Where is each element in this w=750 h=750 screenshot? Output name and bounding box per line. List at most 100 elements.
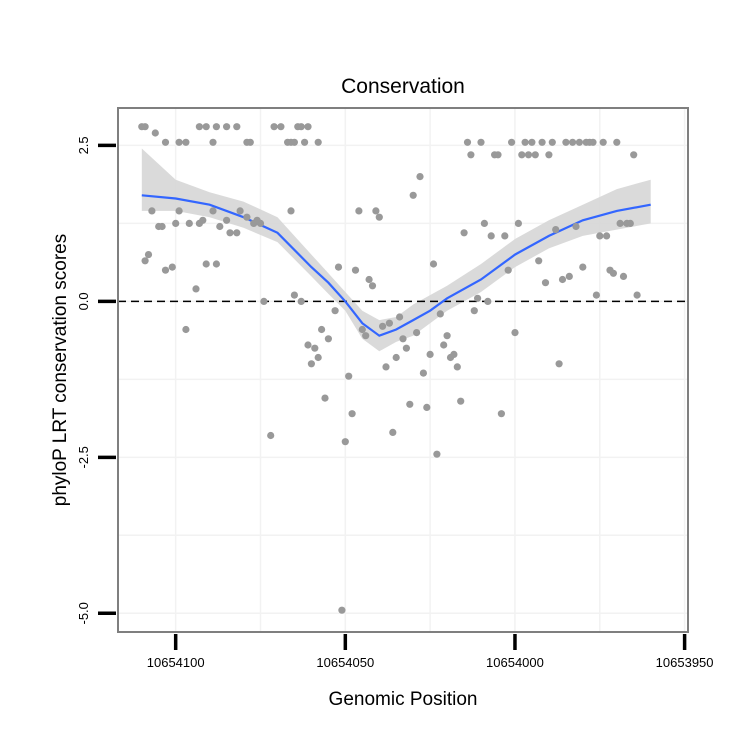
data-point bbox=[256, 219, 265, 227]
data-point bbox=[440, 341, 448, 349]
data-point bbox=[226, 229, 234, 237]
data-point bbox=[301, 138, 309, 146]
data-point bbox=[596, 232, 604, 240]
data-point bbox=[202, 260, 210, 268]
data-point bbox=[409, 191, 417, 199]
data-point bbox=[311, 344, 319, 352]
data-point bbox=[365, 275, 373, 284]
data-point bbox=[290, 291, 298, 299]
y-tick-label: 0.0 bbox=[76, 292, 91, 310]
data-point bbox=[192, 285, 200, 293]
data-point bbox=[521, 138, 529, 146]
data-point bbox=[382, 363, 390, 371]
data-point bbox=[341, 438, 349, 446]
y-tick-label: 2.5 bbox=[76, 136, 91, 154]
data-point bbox=[579, 263, 587, 271]
data-point bbox=[260, 297, 268, 305]
data-point bbox=[453, 363, 461, 371]
data-point bbox=[314, 353, 322, 362]
data-point bbox=[572, 222, 580, 231]
data-point bbox=[399, 335, 407, 343]
data-point bbox=[355, 207, 363, 215]
data-point bbox=[233, 229, 241, 237]
data-point bbox=[362, 332, 370, 340]
plot-panel bbox=[118, 108, 688, 632]
data-point bbox=[290, 138, 298, 146]
x-tick-label: 10654000 bbox=[486, 655, 544, 670]
data-point bbox=[470, 307, 478, 315]
data-point bbox=[457, 397, 465, 405]
data-point bbox=[148, 207, 156, 215]
data-point bbox=[633, 291, 641, 299]
data-point bbox=[348, 410, 356, 418]
data-point bbox=[314, 138, 322, 146]
data-point bbox=[216, 222, 224, 231]
data-point bbox=[504, 266, 512, 274]
data-point bbox=[172, 219, 180, 227]
x-tick-label: 10653950 bbox=[656, 655, 714, 670]
data-point bbox=[236, 207, 244, 215]
data-point bbox=[223, 216, 231, 224]
data-point bbox=[508, 138, 516, 146]
chart-title: Conservation bbox=[341, 75, 465, 98]
data-point bbox=[575, 138, 584, 146]
data-point bbox=[246, 138, 254, 146]
data-point bbox=[494, 151, 502, 159]
data-point bbox=[168, 263, 176, 271]
data-point bbox=[535, 257, 543, 265]
data-point bbox=[144, 251, 153, 259]
data-point bbox=[351, 266, 360, 274]
data-point bbox=[141, 123, 149, 131]
data-point bbox=[345, 372, 353, 380]
data-point bbox=[474, 294, 482, 302]
data-point bbox=[609, 269, 618, 277]
data-point bbox=[368, 282, 377, 290]
data-point bbox=[599, 138, 607, 146]
data-point bbox=[307, 360, 315, 368]
data-point bbox=[243, 213, 251, 221]
data-point bbox=[616, 219, 624, 227]
panel-border bbox=[117, 107, 689, 633]
data-point bbox=[541, 279, 550, 287]
data-point bbox=[626, 219, 634, 227]
data-point bbox=[338, 606, 346, 614]
data-point bbox=[484, 297, 492, 305]
y-axis-title: phyloP LRT conservation scores bbox=[50, 234, 71, 507]
data-point bbox=[433, 450, 441, 458]
data-point bbox=[287, 207, 295, 215]
data-point bbox=[402, 344, 410, 352]
data-point bbox=[324, 335, 332, 343]
data-point bbox=[619, 272, 628, 280]
data-point bbox=[199, 216, 207, 224]
data-point bbox=[212, 123, 220, 131]
data-point bbox=[548, 138, 556, 146]
data-point bbox=[501, 232, 509, 240]
data-point bbox=[321, 394, 329, 402]
data-point bbox=[209, 207, 217, 215]
data-point bbox=[467, 151, 475, 159]
data-point bbox=[304, 341, 312, 349]
data-point bbox=[161, 266, 170, 274]
data-point bbox=[429, 260, 438, 268]
data-point bbox=[545, 151, 553, 159]
data-point bbox=[175, 138, 183, 146]
data-point bbox=[304, 123, 312, 131]
data-point bbox=[209, 138, 217, 146]
data-point bbox=[413, 329, 421, 337]
data-point bbox=[592, 291, 601, 299]
data-point bbox=[318, 325, 326, 334]
data-point bbox=[158, 222, 166, 231]
data-point bbox=[358, 325, 366, 334]
data-point bbox=[385, 319, 393, 327]
data-point bbox=[565, 272, 573, 280]
data-point bbox=[267, 431, 275, 440]
data-point bbox=[426, 350, 434, 358]
data-point bbox=[528, 138, 536, 146]
data-point bbox=[233, 123, 241, 131]
data-point bbox=[436, 310, 444, 318]
data-point bbox=[524, 151, 533, 159]
data-point bbox=[562, 138, 570, 146]
data-point bbox=[297, 297, 305, 305]
data-point bbox=[175, 207, 183, 215]
